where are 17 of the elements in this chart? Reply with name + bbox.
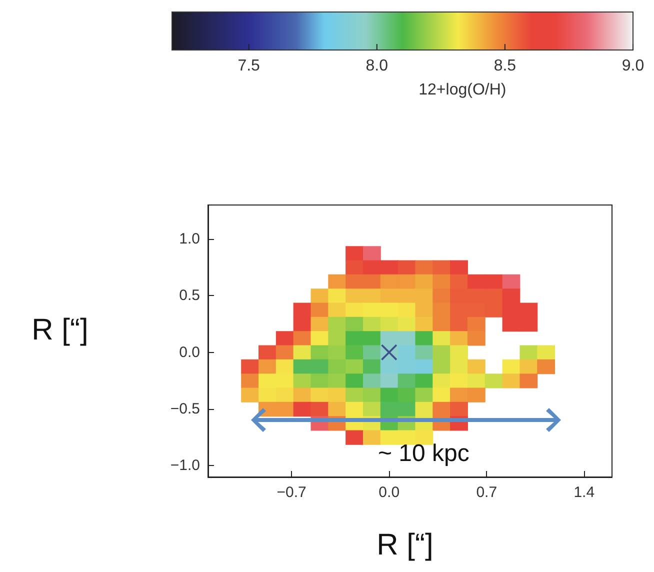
x-tick-label: 1.4: [574, 484, 595, 501]
color-bar-label: 7.5: [238, 58, 260, 74]
color-bar-title: 12+log(O/H): [418, 82, 506, 98]
x-tick-label: −0.7: [276, 484, 306, 501]
color-bar-label: 8.0: [366, 58, 388, 74]
color-bar-label: 8.5: [494, 58, 516, 74]
y-tick-label: 1.0: [179, 230, 200, 248]
y-tick-label: −1.0: [170, 457, 200, 474]
y-tick-label: 0.5: [179, 287, 200, 304]
x-tick-label: 0.0: [378, 484, 400, 501]
y-tick-label: 0.0: [179, 344, 200, 361]
y-axis-title: R [“]: [32, 314, 88, 346]
annotation: ~ 10 kpc: [378, 440, 470, 468]
x-axis-title: R [“]: [376, 528, 434, 562]
x-tick-label: 0.7: [476, 484, 498, 501]
color-bar-label: 9.0: [622, 58, 644, 74]
y-tick-label: −0.5: [170, 400, 200, 418]
